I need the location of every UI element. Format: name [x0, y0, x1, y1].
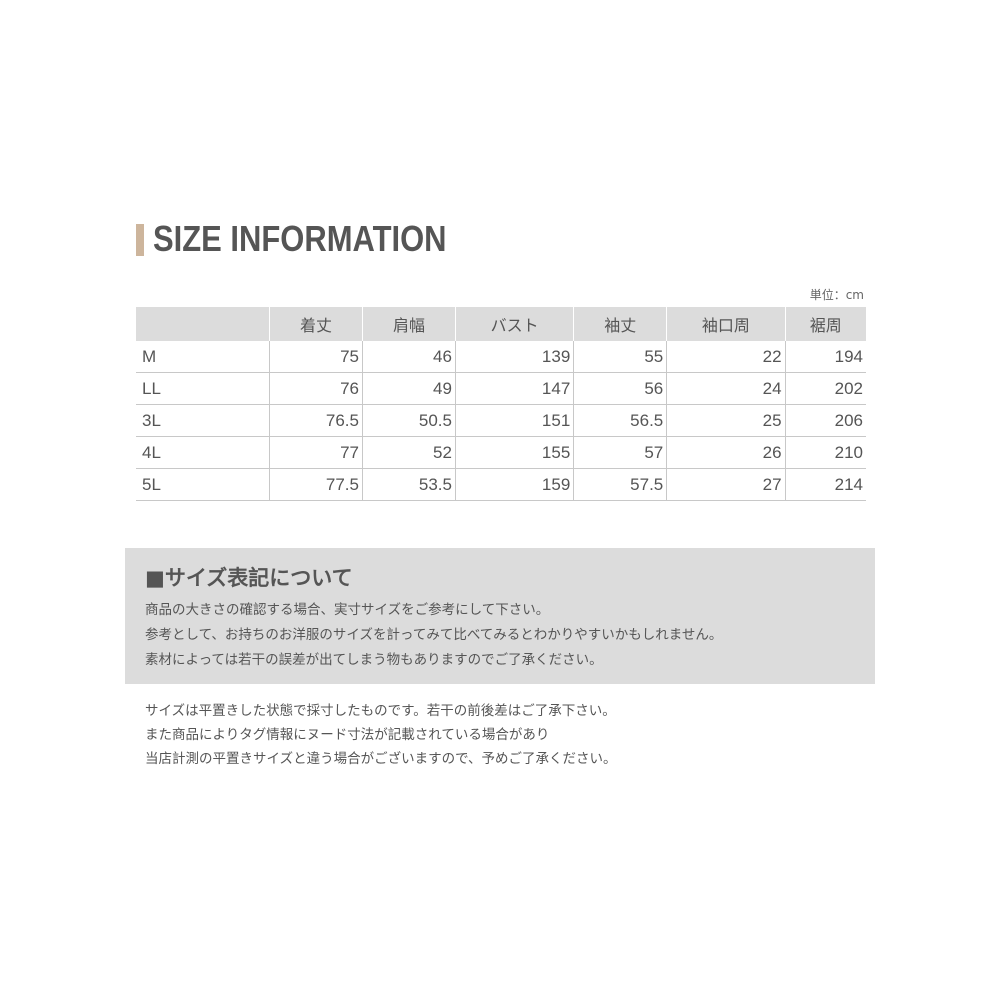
table-header-row: 着丈 肩幅 バスト 袖丈 袖口周 裾周 [136, 307, 866, 341]
measurement-cell: 55 [573, 341, 667, 373]
measurement-cell: 77 [269, 436, 363, 469]
table-row: 5L 77.5 53.5 159 57.5 27 214 [136, 468, 866, 501]
note-title: ■サイズ表記について [145, 566, 353, 590]
measurement-cell: 214 [784, 468, 866, 501]
measurement-cell: 151 [454, 404, 574, 437]
header-cell: 袖丈 [573, 307, 667, 341]
measurement-cell: 46 [361, 341, 456, 373]
table-row: 3L 76.5 50.5 151 56.5 25 206 [136, 404, 866, 437]
title-accent-bar [136, 224, 144, 256]
measurement-cell: 210 [784, 436, 866, 469]
page-title: SIZE INFORMATION [153, 218, 447, 259]
size-label-cell: LL [136, 372, 270, 405]
note-line: 参考として、お持ちのお洋服のサイズを計ってみて比べてみるとわかりやすいかもしれま… [145, 627, 723, 643]
measurement-cell: 159 [454, 468, 574, 501]
header-cell: 着丈 [269, 307, 363, 341]
header-cell: 袖口周 [666, 307, 786, 341]
measurement-cell: 194 [784, 341, 866, 373]
measurement-cell: 49 [361, 372, 456, 405]
note-line: 素材によっては若干の誤差が出てしまう物もありますのでご了承ください。 [145, 652, 603, 668]
measurement-cell: 76 [269, 372, 363, 405]
measurement-cell: 202 [784, 372, 866, 405]
size-label-cell: 3L [136, 404, 270, 437]
footer-line: また商品によりタグ情報にヌード寸法が記載されている場合があり [145, 727, 550, 743]
measurement-cell: 206 [784, 404, 866, 437]
measurement-cell: 75 [269, 341, 363, 373]
measurement-cell: 27 [666, 468, 786, 501]
footer-line: サイズは平置きした状態で採寸したものです。若干の前後差はご了承下さい。 [145, 703, 616, 719]
table-row: LL 76 49 147 56 24 202 [136, 372, 866, 405]
measurement-cell: 26 [666, 436, 786, 469]
measurement-cell: 77.5 [269, 468, 363, 501]
measurement-cell: 24 [666, 372, 786, 405]
measurement-cell: 25 [666, 404, 786, 437]
measurement-cell: 147 [454, 372, 574, 405]
header-cell: バスト [454, 307, 574, 341]
table-row: 4L 77 52 155 57 26 210 [136, 436, 866, 469]
measurement-cell: 52 [361, 436, 456, 469]
size-table: 着丈 肩幅 バスト 袖丈 袖口周 裾周 M 75 46 139 55 22 194 LL 76 4… [136, 307, 866, 501]
measurement-cell: 53.5 [361, 468, 456, 501]
header-cell: 裾周 [784, 307, 866, 341]
footer-line: 当店計測の平置きサイズと違う場合がございますので、予めご了承ください。 [145, 751, 617, 767]
header-cell [136, 307, 270, 341]
measurement-cell: 50.5 [361, 404, 456, 437]
table-row: M 75 46 139 55 22 194 [136, 341, 866, 373]
header-cell: 肩幅 [361, 307, 456, 341]
size-label-cell: 5L [136, 468, 270, 501]
size-label-cell: M [136, 341, 270, 373]
measurement-cell: 57 [573, 436, 667, 469]
measurement-cell: 76.5 [269, 404, 363, 437]
measurement-cell: 57.5 [573, 468, 667, 501]
size-note-box: ■サイズ表記について 商品の大きさの確認する場合、実寸サイズをご参考にして下さい… [125, 548, 875, 684]
unit-label: 単位：cm [809, 288, 864, 302]
measurement-cell: 22 [666, 341, 786, 373]
measurement-cell: 155 [454, 436, 574, 469]
measurement-cell: 56 [573, 372, 667, 405]
measurement-cell: 56.5 [573, 404, 667, 437]
size-label-cell: 4L [136, 436, 270, 469]
note-line: 商品の大きさの確認する場合、実寸サイズをご参考にして下さい。 [145, 602, 550, 618]
measurement-cell: 139 [454, 341, 574, 373]
